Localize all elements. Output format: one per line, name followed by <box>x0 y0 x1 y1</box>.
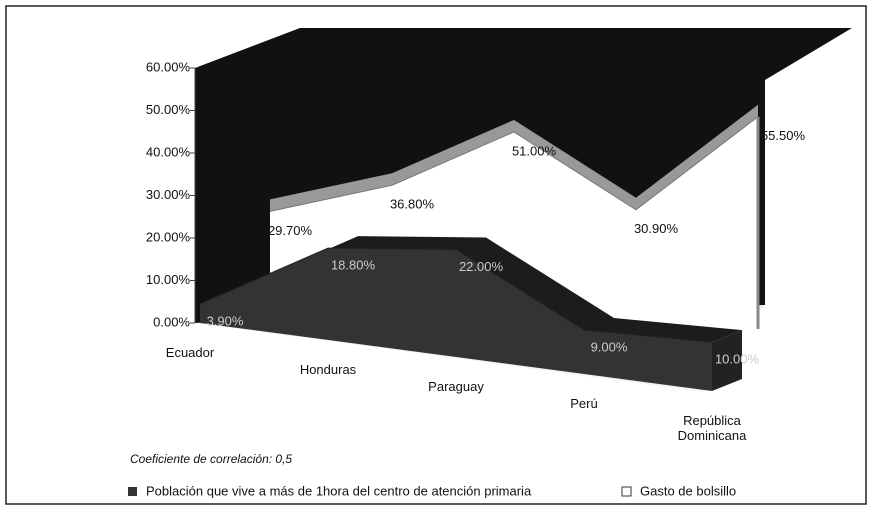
frame <box>5 5 867 505</box>
value-label: 30.90% <box>634 221 679 236</box>
x-tick-label: República Dominicana <box>677 413 747 443</box>
area-ribbon <box>200 236 742 343</box>
area-fill <box>200 248 712 391</box>
legend-swatch <box>128 487 137 496</box>
area-line <box>199 247 713 343</box>
value-label: 9.00% <box>591 339 628 354</box>
y-tick-label: 30.00% <box>146 187 191 202</box>
x-tick-label: Paraguay <box>428 379 484 394</box>
value-label: 3.90% <box>207 313 244 328</box>
y-tick-label: 50.00% <box>146 102 191 117</box>
legend-swatch <box>621 486 632 497</box>
legend-label: Gasto de bolsillo <box>640 483 736 498</box>
legend-label: Población que vive a más de 1hora del ce… <box>146 483 532 498</box>
value-label: 29.70% <box>268 223 313 238</box>
value-label: 10.00% <box>715 352 760 367</box>
value-label: 18.80% <box>331 258 376 273</box>
y-tick-label: 40.00% <box>146 144 191 159</box>
y-tick-label: 60.00% <box>146 59 191 74</box>
side-face <box>712 330 742 391</box>
value-label: 22.00% <box>459 259 504 274</box>
y-tick-label: 20.00% <box>146 229 191 244</box>
annotation: Coeficiente de correlación: 0,5 <box>130 452 292 466</box>
value-label: 36.80% <box>390 197 435 212</box>
y-tick-label: 0.00% <box>153 314 190 329</box>
x-tick-label: Perú <box>570 396 598 411</box>
x-tick-label: Ecuador <box>165 345 215 360</box>
y-tick-label: 10.00% <box>146 272 191 287</box>
value-label: 55.50% <box>761 128 806 143</box>
x-tick-label: Honduras <box>299 362 357 377</box>
value-label: 51.00% <box>512 143 557 158</box>
area-line <box>269 116 759 212</box>
